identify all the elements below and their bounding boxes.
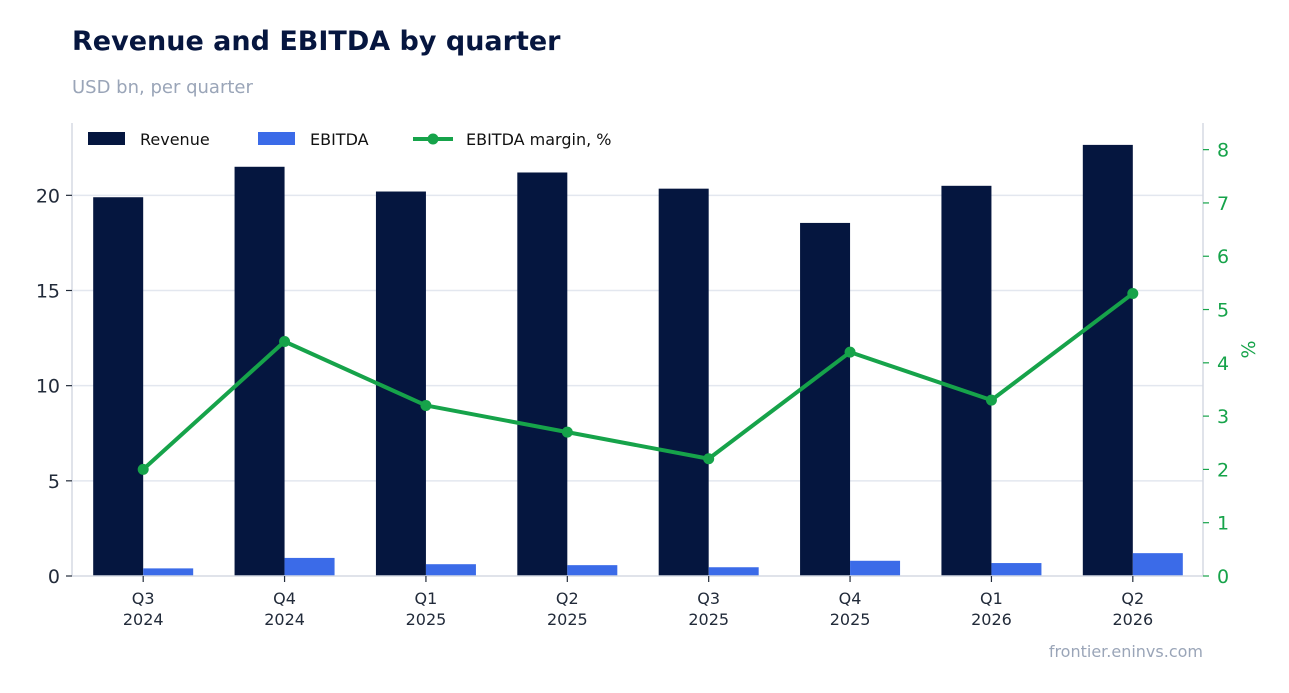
right-tick-label: 3 [1217, 406, 1229, 428]
margin-point [985, 394, 997, 406]
legend: Revenue EBITDA EBITDA margin, % [88, 130, 611, 149]
bar-ebitda [991, 563, 1042, 576]
x-tick-label-quarter: Q3 [697, 589, 720, 608]
bar-revenue [375, 191, 426, 577]
right-tick-label: 7 [1217, 193, 1229, 215]
margin-point [279, 336, 291, 348]
x-tick-label-year: 2024 [264, 610, 305, 629]
axes: 0 5 10 15 20 0 1 2 3 4 5 6 7 8% Q3 2024 Q4 2024 Q1 2025 Q2 20… [36, 123, 1260, 629]
legend-label-ebitda: EBITDA [310, 130, 369, 149]
x-tick-label-quarter: Q1 [980, 589, 1003, 608]
x-tick-label-year: 2025 [688, 610, 729, 629]
chart-title: Revenue and EBITDA by quarter [72, 26, 561, 57]
margin-point [1127, 288, 1139, 300]
x-tick-label-year: 2025 [406, 610, 447, 629]
right-tick-label: 8 [1217, 140, 1229, 162]
left-tick-label: 10 [36, 376, 60, 398]
right-tick-label: 0 [1217, 566, 1229, 588]
legend-swatch-revenue [88, 132, 125, 145]
margin-line-series [137, 288, 1139, 475]
x-tick-label-year: 2026 [971, 610, 1012, 629]
bar-ebitda [850, 560, 901, 576]
margin-point [703, 453, 715, 465]
bar-ebitda [567, 565, 618, 576]
margin-point [420, 399, 432, 411]
legend-marker-margin [427, 133, 439, 145]
right-tick-label: 1 [1217, 513, 1229, 535]
bar-series [93, 144, 1183, 577]
bar-ebitda [425, 564, 476, 576]
bar-revenue [800, 222, 851, 577]
legend-swatch-ebitda [258, 132, 295, 145]
x-tick-label-year: 2025 [830, 610, 871, 629]
x-tick-label-year: 2025 [547, 610, 588, 629]
x-tick-label-quarter: Q1 [415, 589, 438, 608]
bar-ebitda [284, 557, 335, 576]
bar-revenue [234, 166, 285, 576]
x-tick-label-quarter: Q2 [556, 589, 579, 608]
left-tick-label: 15 [36, 280, 60, 302]
margin-point [137, 463, 149, 475]
margin-line [141, 291, 1135, 472]
right-tick-label: 6 [1217, 246, 1229, 268]
left-tick-label: 20 [36, 185, 60, 207]
right-tick-label: 5 [1217, 300, 1229, 322]
bar-revenue [1082, 144, 1133, 576]
bar-revenue [658, 188, 709, 577]
left-tick-label: 0 [48, 566, 60, 588]
right-tick-label: 2 [1217, 459, 1229, 481]
margin-point [844, 346, 856, 358]
x-tick-label-quarter: Q4 [839, 589, 862, 608]
legend-label-margin: EBITDA margin, % [466, 130, 611, 149]
x-tick-label-quarter: Q3 [132, 589, 155, 608]
x-tick-label-year: 2026 [1112, 610, 1153, 629]
chart-subtitle: USD bn, per quarter [72, 77, 253, 98]
right-tick-label: 4 [1217, 353, 1229, 375]
x-tick-label-quarter: Q2 [1121, 589, 1144, 608]
legend-label-revenue: Revenue [140, 130, 210, 149]
margin-point [561, 426, 573, 438]
bar-ebitda [708, 567, 759, 576]
bar-revenue [93, 197, 144, 577]
bar-revenue [517, 172, 568, 576]
bar-revenue [941, 185, 992, 577]
bar-ebitda [143, 568, 194, 576]
x-tick-label-year: 2024 [123, 610, 164, 629]
right-axis-label: % [1238, 340, 1260, 358]
source-credit: frontier.eninvs.com [1048, 642, 1203, 661]
left-tick-label: 5 [48, 471, 60, 493]
x-tick-label-quarter: Q4 [273, 589, 296, 608]
bar-ebitda [1132, 553, 1183, 576]
